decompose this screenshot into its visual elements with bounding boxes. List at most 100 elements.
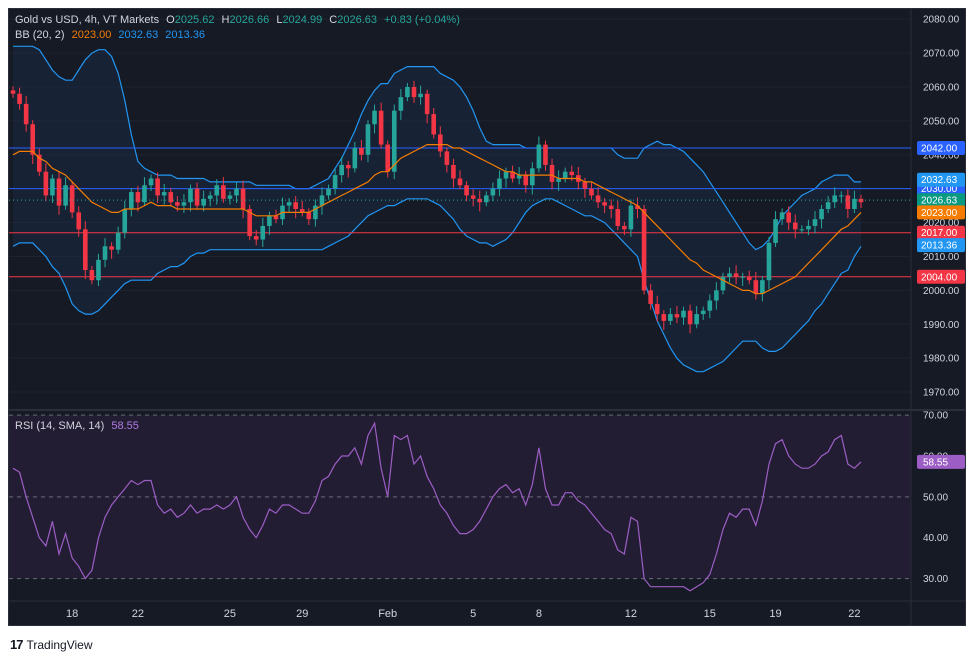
candle-body — [556, 178, 561, 182]
candle-body — [418, 93, 423, 98]
change-value: +0.83 (+0.04%) — [384, 14, 460, 26]
candle-body — [694, 314, 699, 325]
candle-body — [608, 205, 614, 209]
bb-basis-line — [12, 144, 862, 295]
ohlc-low: L2024.99 — [276, 14, 322, 26]
candle-body — [444, 151, 450, 165]
candle-body — [437, 134, 443, 152]
candle-body — [497, 178, 502, 189]
level-tag-bg — [917, 269, 965, 284]
price-tick-label: 1980.00 — [923, 354, 960, 365]
candle-body — [63, 185, 68, 206]
candle-body — [23, 103, 29, 125]
candle-body — [451, 164, 456, 179]
candle-body — [50, 178, 55, 196]
candle-body — [635, 205, 640, 209]
candle-body — [352, 147, 358, 169]
candle-body — [267, 215, 272, 226]
candle-body — [740, 276, 745, 278]
date-tick-label: 19 — [769, 608, 781, 620]
date-tick-label: 15 — [704, 608, 716, 620]
candle-body — [30, 124, 36, 155]
candle-body — [299, 209, 305, 213]
candle-body — [464, 185, 469, 196]
level-tag-bg — [917, 225, 965, 240]
candle-body — [825, 202, 831, 209]
rsi-legend[interactable]: RSI (14, SMA, 14) 58.55 — [15, 420, 143, 432]
candle-body — [359, 147, 364, 155]
candle-body — [17, 93, 22, 104]
candle-body — [727, 273, 732, 277]
price-tick-label: 2010.00 — [923, 252, 960, 263]
bb-lower-value: 2013.36 — [165, 29, 206, 41]
candle-body — [845, 195, 851, 209]
candle-body — [832, 195, 838, 203]
candle-body — [681, 310, 686, 318]
candle-body — [253, 236, 259, 240]
candle-body — [168, 192, 174, 203]
candle-body — [786, 212, 791, 223]
candle-body — [286, 202, 292, 206]
price-tag-bg — [917, 193, 965, 208]
price-tick-label: 2070.00 — [923, 49, 960, 60]
candle-body — [746, 276, 752, 281]
candle-body — [293, 202, 298, 209]
candle-body — [221, 185, 226, 199]
symbol-legend: Gold vs USD, 4h, VT Markets O2025.62 H20… — [15, 14, 464, 26]
price-tag: 2026.63 — [921, 196, 958, 207]
price-tag-bg — [917, 205, 965, 220]
chart-frame[interactable]: 1970.00 1980.00 1990.00 2000.00 2010.00 2020.… — [8, 8, 966, 626]
level-tag-bg — [917, 140, 965, 155]
candle-body — [819, 209, 824, 220]
price-tag: 2013.36 — [921, 241, 958, 252]
date-tick-label: 12 — [625, 608, 637, 620]
candle-body — [234, 188, 239, 196]
candle-body — [306, 212, 312, 220]
date-tick-label: 22 — [132, 608, 144, 620]
candle-body — [83, 229, 88, 271]
candle-body — [589, 188, 594, 196]
candle-body — [595, 195, 601, 203]
candle-body — [227, 195, 233, 199]
price-tick-label: 1970.00 — [923, 388, 960, 399]
candle-body — [792, 222, 798, 230]
candle-body — [365, 124, 371, 155]
date-tick-label: 22 — [848, 608, 860, 620]
candle-body — [707, 300, 713, 311]
candle-body — [510, 171, 515, 179]
candle-body — [201, 198, 206, 206]
ohlc-high: H2026.66 — [222, 14, 270, 26]
rsi-tick-label: 40.00 — [923, 533, 948, 544]
price-tick-label: 2000.00 — [923, 286, 960, 297]
close-value: 2026.63 — [337, 14, 377, 26]
candle-body — [569, 171, 575, 176]
candle-body — [622, 225, 627, 230]
candle-body — [411, 86, 417, 98]
candle-body — [115, 232, 121, 250]
candle-body — [641, 209, 647, 291]
candle-body — [247, 209, 252, 237]
price-tick-label: 2050.00 — [923, 116, 960, 127]
level-tag: 2017.00 — [921, 228, 958, 239]
ohlc-close: C2026.63 — [329, 14, 377, 26]
bb-legend[interactable]: BB (20, 2) 2023.00 2032.63 2013.36 — [15, 29, 209, 41]
candle-body — [714, 290, 719, 301]
candle-body — [89, 270, 95, 281]
candle-body — [142, 185, 147, 203]
rsi-value: 58.55 — [111, 420, 139, 432]
candle-body — [733, 273, 739, 277]
ohlc-open: O2025.62 — [166, 14, 214, 26]
high-label: H — [221, 14, 230, 26]
tradingview-brand[interactable]: 17 TradingView — [10, 637, 93, 652]
candle-body — [536, 144, 542, 169]
rsi-value-tag: 58.55 — [923, 457, 948, 468]
candle-body — [122, 209, 128, 233]
price-chart[interactable]: 1970.001980.001990.002000.002010.002020.… — [9, 9, 966, 626]
candle-body — [431, 114, 437, 135]
candle-body — [648, 290, 653, 304]
candle-body — [372, 110, 377, 125]
candle-body — [654, 303, 660, 315]
candle-body — [852, 198, 857, 209]
candle-body — [602, 202, 607, 206]
candle-body — [530, 168, 535, 186]
